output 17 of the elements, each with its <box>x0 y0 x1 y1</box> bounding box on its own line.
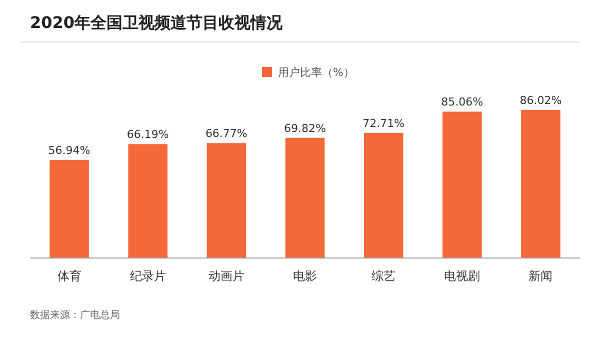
x-tick-label: 纪录片 <box>130 269 166 283</box>
data-label: 66.77% <box>205 127 248 140</box>
x-tick-label: 电影 <box>293 269 317 283</box>
title: 2020年全国卫视频道节目收视情况 <box>30 13 283 32</box>
source-note: 数据来源：广电总局 <box>30 309 120 321</box>
x-tick-label: 新闻 <box>528 269 553 283</box>
data-label: 85.06% <box>441 96 484 109</box>
x-tick-label: 体育 <box>57 269 82 283</box>
data-label: 72.71% <box>362 116 405 130</box>
data-label: 69.82% <box>284 122 326 135</box>
legend-label: 用户比率（%） <box>278 66 354 79</box>
data-label: 66.19% <box>126 128 169 142</box>
x-tick-label: 动画片 <box>208 269 244 283</box>
data-label: 56.94% <box>48 144 90 158</box>
x-tick-label: 综艺 <box>372 269 396 283</box>
x-tick-label: 电视剧 <box>444 269 480 283</box>
data-label: 86.02% <box>520 94 562 107</box>
